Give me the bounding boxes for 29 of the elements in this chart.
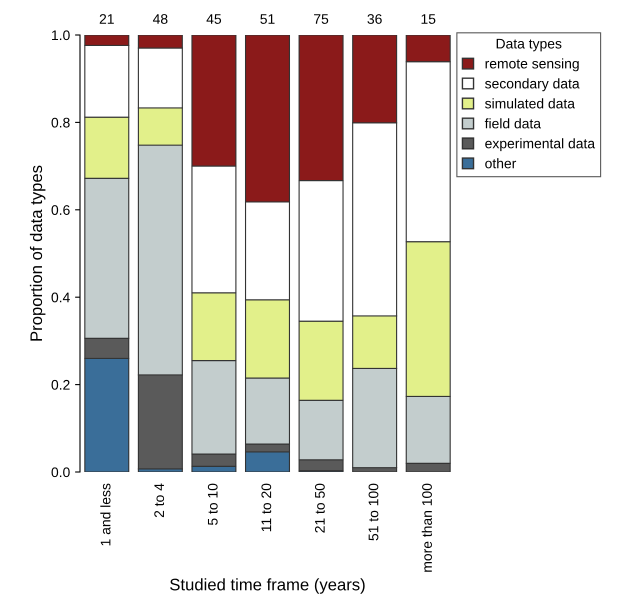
text: 45 [206, 14, 222, 24]
x-tick-label: 51 to 100 [368, 484, 378, 540]
y-tick-label: 0.4 [52, 292, 70, 302]
x-tick-label: 5 to 10 [208, 484, 218, 526]
text: 15 [422, 14, 436, 24]
text: 21 [100, 14, 114, 24]
legend-title: Data types [496, 38, 562, 52]
x-tick-label: 11 to 20 [261, 484, 272, 532]
y-axis-title: Proportion of data types [30, 166, 46, 341]
x-tick-label: more than 100 [422, 484, 432, 572]
legend-label: remote sensing [486, 58, 579, 72]
y-tick-label: 1.0 [52, 30, 70, 40]
text: 75 [314, 14, 328, 24]
text: 36 [367, 14, 382, 24]
y-tick-label: 0.0 [52, 467, 70, 478]
x-tick-label: 1 and less [100, 484, 111, 546]
y-tick-label: 0.8 [52, 118, 70, 128]
legend-label: other [485, 158, 516, 168]
x-tick-label: 21 to 50 [314, 484, 325, 533]
text: 48 [152, 14, 168, 24]
legend-label: secondary data [485, 78, 580, 92]
y-tick-label: 0.6 [52, 205, 70, 215]
y-tick-label: 0.2 [52, 380, 70, 390]
legend-label: simulated data [485, 98, 575, 108]
legend-label: experimental data [485, 138, 596, 152]
text: 51 [260, 14, 275, 24]
x-axis-title: Studied time frame (years) [170, 578, 365, 594]
legend-label: field data [484, 118, 542, 128]
x-tick-label: 2 to 4 [154, 484, 164, 518]
